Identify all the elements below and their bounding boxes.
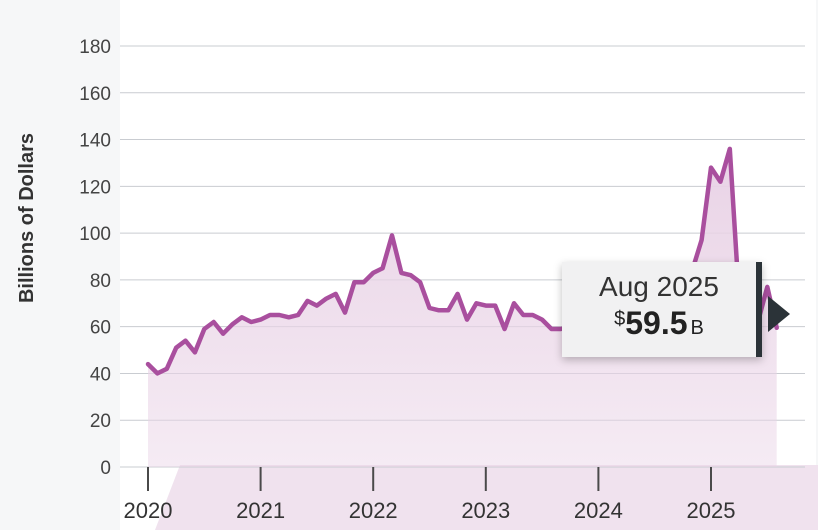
y-tick-label: 180 (79, 37, 111, 58)
y-tick-label: 60 (90, 318, 111, 339)
x-tick-label: 2020 (124, 498, 173, 523)
tooltip: Aug 2025 $59.5 B (562, 262, 790, 357)
x-tick-label: 2021 (236, 498, 285, 523)
tooltip-value: 59.5 (625, 305, 688, 341)
x-tick-label: 2023 (461, 498, 510, 523)
y-tick-label: 0 (100, 458, 111, 479)
x-tick-label: 2024 (574, 498, 623, 523)
y-tick-label: 20 (90, 411, 111, 432)
tooltip-currency: $ (614, 308, 626, 330)
y-tick-label: 160 (79, 84, 111, 105)
tooltip-unit: B (690, 317, 704, 339)
y-tick-label: 80 (90, 271, 111, 292)
y-tick-label: 100 (79, 224, 111, 245)
y-tick-label: 40 (90, 364, 111, 385)
y-axis-label: Billions of Dollars (16, 133, 38, 303)
x-tick-label: 2025 (687, 498, 736, 523)
tooltip-date: Aug 2025 (599, 271, 719, 302)
timeline-band (155, 465, 818, 530)
tooltip-pointer-icon (768, 296, 790, 332)
x-tick-label: 2022 (349, 498, 398, 523)
y-tick-label: 120 (79, 177, 111, 198)
axis-layer: 0 20 40 60 80 100 120 140 160 180 2020 2021 2022 2023… (79, 37, 735, 523)
y-tick-label: 140 (79, 131, 111, 152)
tooltip-value-row: $59.5 B (562, 305, 756, 342)
